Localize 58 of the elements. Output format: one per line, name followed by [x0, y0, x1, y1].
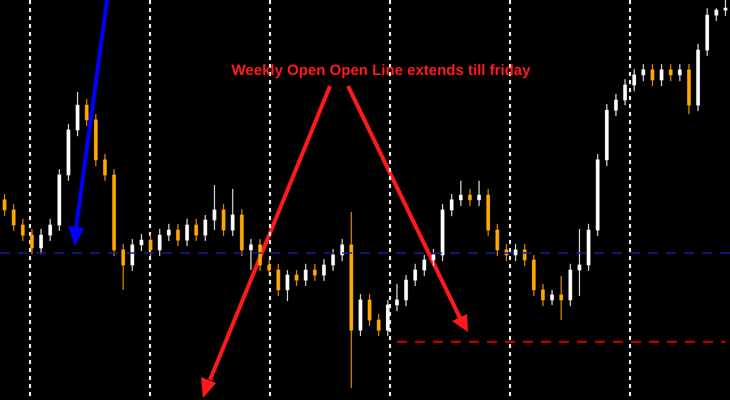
candlestick	[432, 248, 436, 267]
candlestick	[276, 263, 280, 297]
candlestick	[222, 204, 226, 236]
candlestick	[249, 238, 253, 271]
candlestick	[48, 218, 52, 242]
candlestick	[541, 284, 545, 307]
annotation: Weekly Open Open Line extends till friday	[232, 62, 532, 80]
candlestick	[166, 223, 171, 242]
candlestick	[468, 188, 472, 207]
candlestick	[140, 233, 144, 252]
candlestick	[194, 218, 198, 242]
candlestick	[230, 188, 235, 236]
candlestick	[2, 194, 6, 217]
candlestick	[376, 313, 381, 337]
candlestick	[286, 270, 290, 302]
candlestick	[212, 184, 216, 231]
candlestick	[294, 270, 298, 286]
candlestick	[668, 64, 673, 82]
candlestick	[650, 64, 654, 87]
candlestick	[514, 244, 518, 262]
candlestick	[578, 228, 582, 297]
candlestick	[331, 248, 335, 272]
candlestick	[641, 64, 646, 82]
candlestick	[121, 244, 126, 290]
candlestick	[30, 228, 34, 255]
candlestick	[413, 263, 418, 286]
candlestick	[660, 64, 664, 87]
candlestick	[185, 218, 189, 246]
candlestick	[258, 238, 262, 272]
candlestick	[158, 228, 162, 257]
candlestick	[623, 78, 627, 106]
candlestick	[130, 238, 134, 272]
candlestick	[404, 274, 408, 307]
candlestick	[678, 64, 682, 82]
candlestick	[559, 275, 564, 321]
candlestick	[84, 98, 89, 127]
candlestick	[477, 180, 481, 207]
candlestick	[312, 263, 317, 282]
candlestick	[267, 258, 272, 276]
candlestick	[395, 284, 399, 312]
candlestick	[176, 223, 180, 246]
candlestick	[614, 93, 618, 117]
candlestick	[368, 294, 372, 326]
candlestick	[714, 8, 718, 22]
candlestick	[304, 263, 308, 286]
candlestick	[458, 180, 463, 207]
candlestick	[422, 254, 426, 276]
candlestick	[39, 228, 43, 255]
candlestick	[322, 258, 326, 282]
candlestick	[724, 0, 728, 16]
candlestick	[550, 289, 554, 306]
candlestick	[495, 223, 500, 257]
candlestick	[450, 194, 454, 217]
candlestick	[203, 214, 208, 242]
candlestick	[12, 204, 16, 232]
candlestick	[148, 233, 152, 257]
candlestick	[20, 218, 25, 242]
candlestick	[103, 154, 107, 182]
